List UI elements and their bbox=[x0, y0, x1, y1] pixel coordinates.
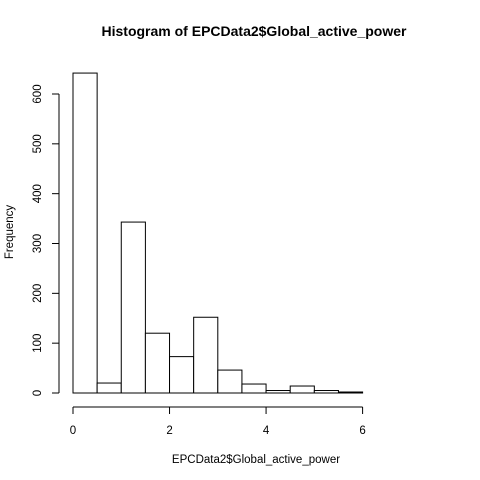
y-tick-label: 300 bbox=[32, 234, 44, 253]
y-tick-label: 100 bbox=[32, 334, 44, 353]
y-axis-label: Frequency bbox=[4, 205, 16, 260]
histogram-bar bbox=[313, 390, 339, 394]
histogram-bar bbox=[265, 390, 291, 394]
x-axis-label: EPCData2$Global_active_power bbox=[172, 454, 340, 466]
y-tick-label: 200 bbox=[32, 284, 44, 303]
y-axis: 0 100 200 300 400 500 600 bbox=[32, 84, 60, 396]
histogram-bar bbox=[289, 385, 315, 394]
x-tick-label: 2 bbox=[166, 425, 172, 437]
y-tick-label: 400 bbox=[32, 184, 44, 203]
histogram-bar bbox=[120, 221, 146, 394]
histogram-bar bbox=[241, 383, 267, 394]
histogram-bar bbox=[144, 332, 171, 394]
x-tick-label: 4 bbox=[263, 425, 270, 437]
histogram-bar bbox=[96, 382, 122, 394]
histogram-bar bbox=[193, 316, 219, 394]
x-axis: 0 2 4 6 bbox=[70, 406, 366, 437]
histogram-bar bbox=[169, 356, 195, 394]
histogram-bar bbox=[337, 391, 364, 394]
y-tick-label: 500 bbox=[32, 134, 44, 153]
x-tick-label: 6 bbox=[359, 425, 365, 437]
histogram-bar bbox=[72, 72, 98, 394]
histogram-bar bbox=[217, 369, 243, 394]
bars-group bbox=[72, 72, 364, 394]
chart-title: Histogram of EPCData2$Global_active_powe… bbox=[102, 23, 408, 39]
y-tick-label: 600 bbox=[32, 84, 44, 103]
y-tick-label: 0 bbox=[32, 390, 44, 396]
x-tick-label: 0 bbox=[70, 425, 76, 437]
